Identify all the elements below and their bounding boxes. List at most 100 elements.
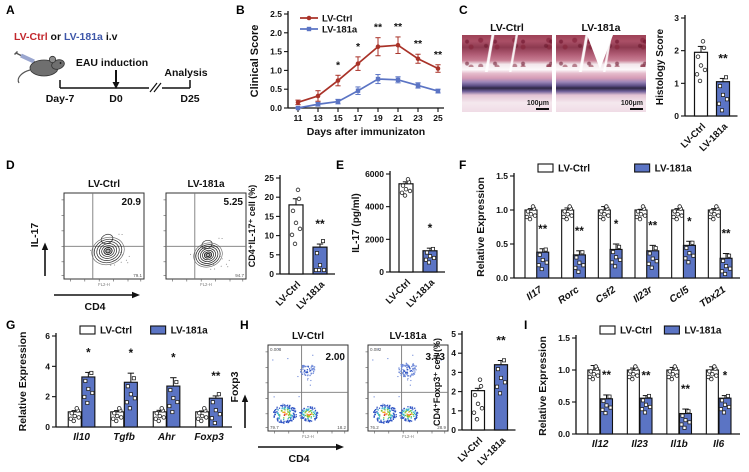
- svg-text:0: 0: [674, 111, 679, 121]
- svg-text:**: **: [602, 370, 611, 382]
- svg-text:2: 2: [451, 387, 456, 397]
- svg-text:**: **: [575, 226, 584, 238]
- flow-plot-il17-lv-181a: LV-181a 5.25 94.7 FL2-H: [163, 179, 247, 287]
- svg-text:LV-181a: LV-181a: [684, 326, 721, 337]
- svg-text:**: **: [374, 22, 383, 34]
- svg-text:CD4⁺IL-17⁺ cell (%): CD4⁺IL-17⁺ cell (%): [247, 185, 257, 268]
- svg-text:2.0: 2.0: [270, 28, 282, 38]
- svg-text:LV-Ctrl: LV-Ctrl: [292, 331, 324, 342]
- svg-text:1.5: 1.5: [558, 333, 570, 343]
- svg-text:CD4: CD4: [84, 301, 105, 313]
- svg-text:LV-Ctrl: LV-Ctrl: [100, 326, 132, 337]
- svg-text:0.0: 0.0: [558, 429, 570, 439]
- scale-bar: 100μm: [621, 100, 643, 110]
- svg-text:2: 2: [45, 392, 50, 402]
- svg-text:FL2-H: FL2-H: [98, 282, 110, 287]
- svg-text:6: 6: [45, 331, 50, 341]
- svg-text:6000: 6000: [365, 169, 384, 179]
- svg-text:*: *: [428, 221, 433, 235]
- svg-text:IL-17: IL-17: [29, 223, 41, 248]
- histology-title-lv-ctrl: LV-Ctrl: [490, 22, 524, 34]
- svg-text:5.25: 5.25: [224, 197, 244, 208]
- svg-text:Csf2: Csf2: [594, 284, 618, 306]
- panel-label-g: G: [6, 318, 16, 332]
- svg-text:1: 1: [451, 406, 456, 416]
- svg-text:4000: 4000: [365, 202, 384, 212]
- svg-text:FL2-H: FL2-H: [200, 282, 212, 287]
- svg-text:**: **: [434, 49, 443, 61]
- svg-text:**: **: [718, 51, 728, 65]
- svg-text:**: **: [722, 229, 731, 241]
- panel-label-a: A: [6, 3, 15, 17]
- svg-text:*: *: [171, 353, 176, 365]
- svg-text:11: 11: [294, 113, 303, 123]
- svg-text:15: 15: [265, 211, 275, 221]
- d25-label: D25: [180, 93, 199, 105]
- panel-label-b: B: [236, 3, 245, 17]
- experiment-schematic: LV-Ctrl or LV-181a i.v EAU induction Ana…: [13, 31, 208, 105]
- svg-text:Rorc: Rorc: [556, 284, 581, 306]
- histology-title-lv-181a: LV-181a: [581, 22, 621, 34]
- flow-y-axis-foxp3: Foxp3: [229, 371, 249, 428]
- svg-text:**: **: [538, 224, 547, 236]
- histology-image-lv-181a: 100μm: [556, 35, 646, 112]
- svg-text:3: 3: [674, 13, 679, 23]
- histology-image-lv-ctrl: 100μm: [462, 35, 552, 112]
- svg-text:0.0: 0.0: [270, 103, 282, 113]
- svg-text:3.73: 3.73: [426, 352, 446, 363]
- svg-text:2.00: 2.00: [326, 352, 346, 363]
- svg-text:LV-Ctrl: LV-Ctrl: [88, 179, 120, 190]
- svg-text:79.1: 79.1: [133, 273, 142, 278]
- panel-label-h: H: [240, 318, 249, 332]
- svg-text:*: *: [614, 219, 619, 231]
- svg-text:0: 0: [451, 425, 456, 435]
- svg-text:LV-Ctrl: LV-Ctrl: [322, 14, 352, 25]
- flow-x-axis-cd4: CD4: [54, 291, 140, 313]
- svg-text:LV-181a: LV-181a: [389, 331, 426, 342]
- svg-text:Foxp3: Foxp3: [194, 432, 224, 443]
- svg-text:1.0: 1.0: [558, 365, 570, 375]
- flow-y-axis-il17: IL-17: [29, 223, 49, 276]
- svg-text:LV-181a: LV-181a: [322, 25, 358, 36]
- svg-text:*: *: [86, 347, 91, 359]
- panel-label-i: I: [524, 318, 528, 332]
- svg-text:LV-181a: LV-181a: [655, 164, 692, 175]
- svg-text:5: 5: [451, 329, 456, 339]
- svg-text:1.5: 1.5: [496, 171, 508, 181]
- svg-text:**: **: [394, 21, 403, 33]
- svg-text:0.5: 0.5: [270, 84, 282, 94]
- svg-text:*: *: [723, 371, 728, 383]
- svg-text:**: **: [496, 333, 506, 347]
- svg-text:Relative Expression: Relative Expression: [537, 336, 549, 436]
- svg-text:25: 25: [433, 113, 443, 123]
- scale-bar: 100μm: [527, 100, 549, 110]
- svg-text:23: 23: [413, 113, 423, 123]
- svg-text:0.008: 0.008: [270, 347, 282, 352]
- svg-text:0: 0: [45, 422, 50, 432]
- svg-text:79.7: 79.7: [270, 425, 279, 430]
- svg-text:**: **: [681, 384, 690, 396]
- svg-text:LV-Ctrl: LV-Ctrl: [558, 164, 590, 175]
- svg-text:0.5: 0.5: [558, 397, 570, 407]
- svg-text:4: 4: [45, 361, 50, 371]
- svg-text:**: **: [414, 38, 423, 50]
- svg-text:13: 13: [313, 113, 323, 123]
- panel-label-e: E: [336, 158, 345, 172]
- svg-text:*: *: [336, 59, 341, 71]
- svg-text:Il17: Il17: [525, 284, 545, 303]
- svg-text:15: 15: [333, 113, 343, 123]
- svg-text:10: 10: [265, 231, 275, 241]
- svg-text:Foxp3: Foxp3: [229, 371, 241, 402]
- injection-text: LV-Ctrl or LV-181a i.v: [14, 31, 118, 43]
- svg-text:25: 25: [265, 173, 275, 183]
- svg-text:Il12: Il12: [592, 439, 609, 450]
- mouse-icon: [17, 55, 65, 84]
- flow-plot-il17-lv-ctrl: LV-Ctrl 20.9 79.1 FL2-H: [61, 179, 145, 287]
- day-7-label: Day-7: [46, 93, 75, 105]
- svg-text:LV-181a: LV-181a: [187, 179, 224, 190]
- svg-text:1.5: 1.5: [270, 47, 282, 57]
- flow-plot-foxp3-lv-ctrl: LV-Ctrl 0.008 2.00 79.7 18.2 FL2-H: [265, 331, 349, 439]
- svg-text:Il23r: Il23r: [631, 284, 655, 305]
